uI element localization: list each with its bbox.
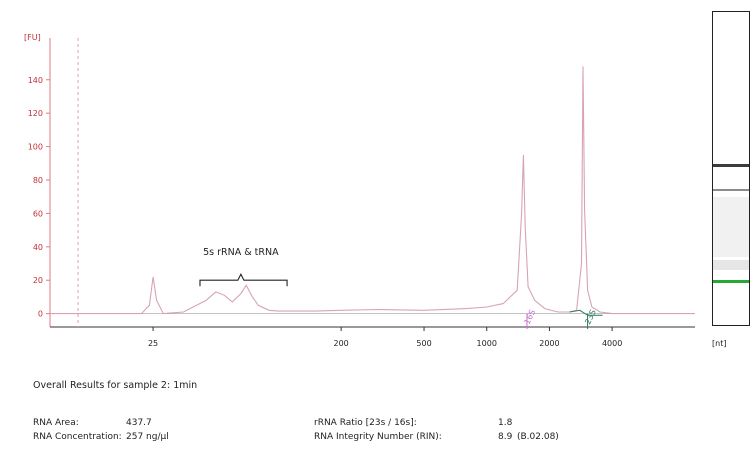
x-tick-label: 2000 [539,339,559,348]
rna-conc-label: RNA Concentration: [33,432,122,442]
y-tick-label: 140 [28,76,43,85]
small-rna-bracket [199,272,288,287]
chart-traces [50,66,695,315]
rin-version: (B.02.08) [517,432,559,442]
y-tick-label: 100 [28,143,43,152]
x-tick-label: 4000 [602,339,622,348]
rna-area-value: 437.7 [126,418,152,428]
peak-16s-label: 16S [523,308,538,326]
gel-band-upper [713,164,749,167]
y-tick-label: 0 [38,310,43,319]
chart-axes: [FU] [24,33,695,328]
peak-23s-trace [569,309,603,316]
x-tick-label: 25 [148,339,158,348]
gel-band-marker [713,280,749,283]
gel-smear [713,197,749,257]
rin-label: RNA Integrity Number (RIN): [314,432,442,442]
rna-area-label: RNA Area: [33,418,79,428]
y-tick-label: 120 [28,109,43,118]
rrna-ratio-label: rRNA Ratio [23s / 16s]: [314,418,417,428]
series-line-0 [50,66,695,315]
x-tick-label: 500 [416,339,431,348]
chart-annotations: 5s rRNA & tRNA 16S 23S [199,247,603,329]
rin-value: 8.9 [498,432,513,442]
gel-lane [712,11,750,326]
x-axis-label: [nt] [712,339,726,348]
small-rna-label: 5s rRNA & tRNA [203,247,279,258]
gel-smear-light [713,260,749,270]
results-title: Overall Results for sample 2: 1min [33,380,198,391]
rna-conc-value: 257 ng/µl [126,432,169,442]
chart-ticks: 0 20 40 60 80 100 120 140 25 200 500 1000 2000 4000 [n… [28,76,727,348]
y-axis-label: [FU] [24,33,41,42]
peak-23s-label: 23S [583,308,598,326]
y-tick-label: 80 [33,176,43,185]
y-tick-label: 40 [33,243,43,252]
y-tick-label: 20 [33,276,43,285]
y-tick-label: 60 [33,209,43,218]
x-tick-label: 200 [334,339,349,348]
x-tick-label: 1000 [477,339,497,348]
gel-band-lower [713,189,749,191]
rrna-ratio-value: 1.8 [498,418,513,428]
